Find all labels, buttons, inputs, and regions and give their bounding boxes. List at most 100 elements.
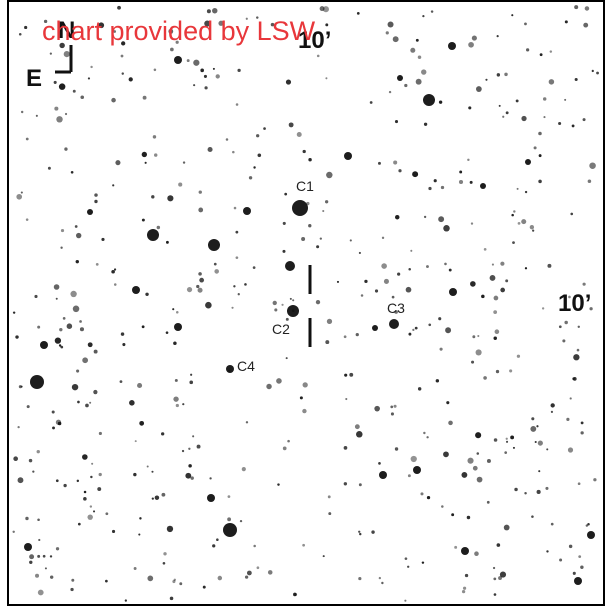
star <box>62 316 66 320</box>
star <box>166 525 174 533</box>
star <box>173 341 177 346</box>
star <box>369 101 373 104</box>
star <box>393 160 398 165</box>
star <box>582 282 586 286</box>
star <box>193 59 200 66</box>
scale-right: 10’ <box>558 290 591 317</box>
star <box>531 515 534 518</box>
star <box>98 431 102 436</box>
star <box>172 308 175 311</box>
star <box>17 477 24 484</box>
star <box>119 380 123 384</box>
star <box>500 261 505 266</box>
star <box>404 557 408 560</box>
star <box>232 150 235 154</box>
star <box>153 68 157 72</box>
star <box>558 325 562 329</box>
star <box>154 153 158 157</box>
star <box>531 417 535 421</box>
star <box>443 225 450 232</box>
star <box>467 457 474 464</box>
star <box>90 475 93 479</box>
star <box>168 28 174 34</box>
star <box>196 284 200 289</box>
star <box>548 79 555 85</box>
star <box>408 268 411 271</box>
star <box>496 35 499 38</box>
star <box>389 319 399 329</box>
star <box>576 348 580 352</box>
star <box>97 487 102 492</box>
star <box>70 170 74 174</box>
star <box>139 517 142 520</box>
star <box>182 161 186 164</box>
star <box>197 287 203 293</box>
star <box>29 554 35 560</box>
star <box>308 158 312 162</box>
star <box>388 90 392 94</box>
star <box>72 305 80 313</box>
star <box>496 73 501 77</box>
star <box>287 439 290 443</box>
star <box>18 32 22 36</box>
star <box>277 483 280 486</box>
star <box>38 538 41 542</box>
star <box>545 486 549 490</box>
star <box>525 159 531 165</box>
star <box>35 114 38 117</box>
star <box>163 552 167 556</box>
star <box>526 48 530 52</box>
star <box>302 382 308 388</box>
star <box>144 161 147 164</box>
star <box>499 571 507 578</box>
star <box>190 476 194 480</box>
star <box>458 179 464 185</box>
star <box>485 78 488 81</box>
star <box>20 385 23 388</box>
star <box>244 575 249 579</box>
star <box>253 166 256 169</box>
star <box>49 575 54 579</box>
star <box>181 449 185 453</box>
star <box>580 421 584 425</box>
star <box>469 180 473 184</box>
star <box>356 12 360 15</box>
star <box>54 106 59 111</box>
star <box>203 74 207 78</box>
star <box>433 179 437 183</box>
star <box>483 376 487 380</box>
star <box>85 403 89 408</box>
star <box>407 474 411 478</box>
star <box>70 587 74 592</box>
star <box>493 438 498 442</box>
star <box>24 25 28 30</box>
star <box>226 365 234 373</box>
star <box>55 547 60 551</box>
star <box>170 47 174 52</box>
star <box>448 420 453 426</box>
star <box>196 444 201 449</box>
star <box>29 560 33 565</box>
star <box>60 345 64 349</box>
star <box>285 317 289 321</box>
star <box>503 524 510 531</box>
star <box>174 378 178 382</box>
star <box>276 378 282 384</box>
star <box>322 555 325 558</box>
star <box>89 505 93 508</box>
star <box>410 47 416 53</box>
star <box>15 335 19 339</box>
star <box>205 301 212 309</box>
star <box>185 472 192 479</box>
star <box>59 42 65 49</box>
star <box>285 79 292 85</box>
star <box>567 447 574 453</box>
star <box>574 577 582 585</box>
star <box>410 249 413 252</box>
star <box>216 538 219 541</box>
star <box>76 479 80 483</box>
star <box>217 575 223 581</box>
star <box>212 544 216 548</box>
star <box>60 246 63 249</box>
